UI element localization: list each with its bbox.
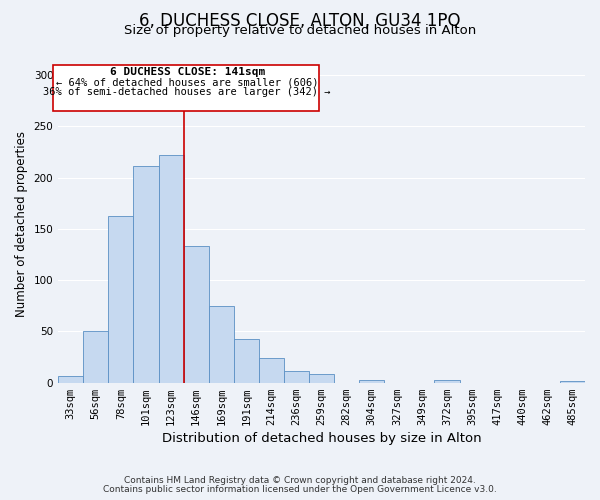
- X-axis label: Distribution of detached houses by size in Alton: Distribution of detached houses by size …: [162, 432, 481, 445]
- Text: Size of property relative to detached houses in Alton: Size of property relative to detached ho…: [124, 24, 476, 37]
- Text: ← 64% of detached houses are smaller (606): ← 64% of detached houses are smaller (60…: [56, 77, 319, 87]
- Bar: [209, 306, 234, 382]
- Text: Contains HM Land Registry data © Crown copyright and database right 2024.: Contains HM Land Registry data © Crown c…: [124, 476, 476, 485]
- Y-axis label: Number of detached properties: Number of detached properties: [15, 131, 28, 317]
- Text: Contains public sector information licensed under the Open Government Licence v3: Contains public sector information licen…: [103, 485, 497, 494]
- Bar: [234, 338, 259, 382]
- Text: 6, DUCHESS CLOSE, ALTON, GU34 1PQ: 6, DUCHESS CLOSE, ALTON, GU34 1PQ: [139, 12, 461, 30]
- Bar: [259, 358, 284, 382]
- Bar: [309, 374, 334, 382]
- Text: 36% of semi-detached houses are larger (342) →: 36% of semi-detached houses are larger (…: [43, 87, 331, 97]
- Bar: [109, 216, 133, 382]
- Bar: [133, 166, 158, 382]
- FancyBboxPatch shape: [53, 65, 319, 111]
- Bar: [434, 380, 460, 382]
- Text: 6 DUCHESS CLOSE: 141sqm: 6 DUCHESS CLOSE: 141sqm: [110, 67, 265, 77]
- Bar: [359, 380, 385, 382]
- Bar: [83, 332, 109, 382]
- Bar: [284, 372, 309, 382]
- Bar: [560, 380, 585, 382]
- Bar: [184, 246, 209, 382]
- Bar: [158, 155, 184, 382]
- Bar: [58, 376, 83, 382]
